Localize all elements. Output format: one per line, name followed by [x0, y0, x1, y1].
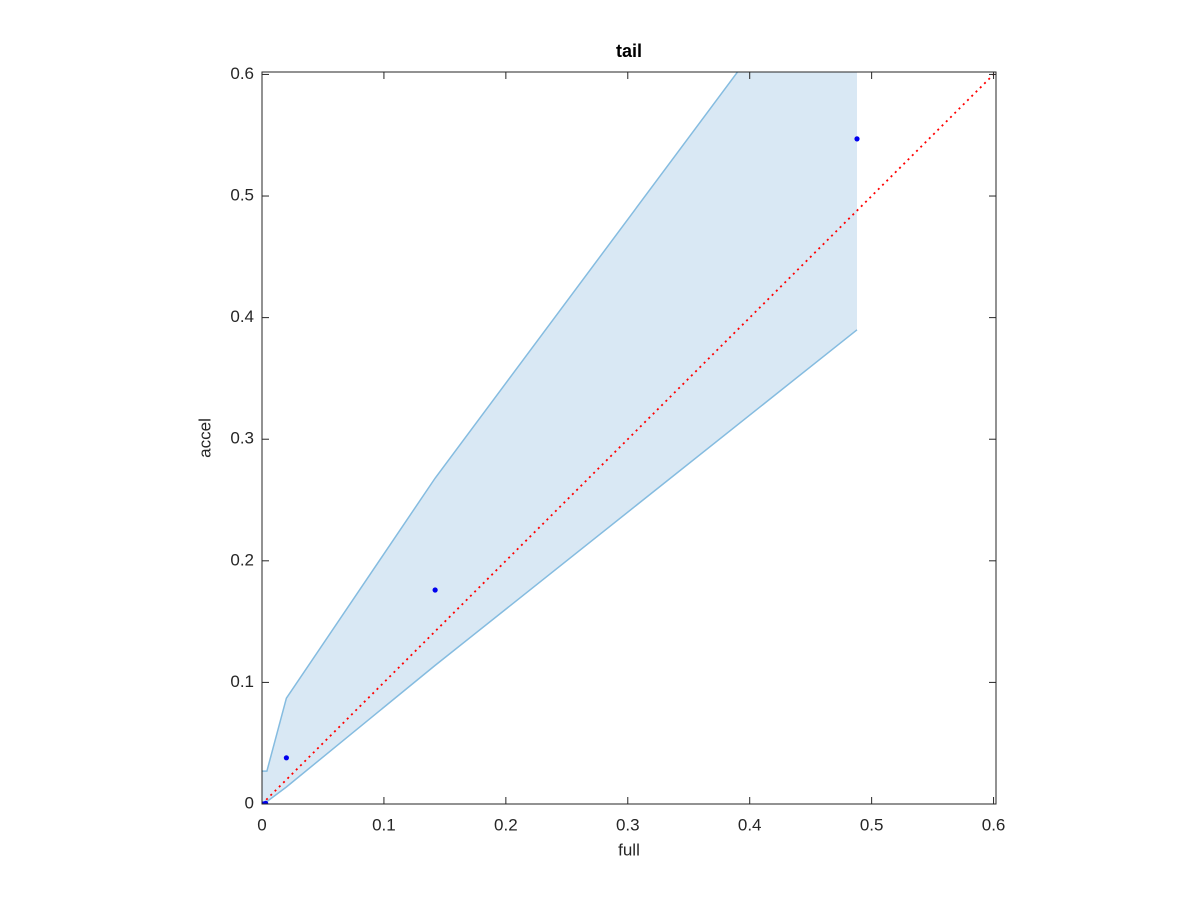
chart-title: tail — [616, 41, 642, 61]
x-tick-label: 0.2 — [494, 815, 518, 834]
band-upper-edge — [262, 72, 739, 772]
y-tick-label: 0.2 — [230, 550, 254, 569]
y-tick-label: 0.4 — [230, 307, 254, 326]
x-tick-label: 0.4 — [738, 815, 762, 834]
point — [283, 755, 289, 761]
x-tick-label: 0.3 — [616, 815, 640, 834]
y-tick-label: 0 — [245, 793, 254, 812]
plot-area — [262, 72, 996, 804]
x-tick-label: 0 — [257, 815, 266, 834]
axes-box — [261, 71, 997, 805]
point — [854, 136, 860, 142]
y-tick-label: 0.1 — [230, 672, 254, 691]
point — [432, 587, 438, 593]
x-tick-label: 0.6 — [982, 815, 1006, 834]
confidence-band — [262, 72, 858, 804]
x-axis-label: full — [618, 840, 640, 859]
y-tick-label: 0.3 — [230, 429, 254, 448]
x-tick-label: 0.1 — [372, 815, 396, 834]
y-axis-label: accel — [195, 418, 214, 458]
y-tick-label: 0.6 — [230, 64, 254, 83]
x-tick-label: 0.5 — [860, 815, 884, 834]
point — [263, 800, 269, 804]
y-tick-label: 0.5 — [230, 186, 254, 205]
